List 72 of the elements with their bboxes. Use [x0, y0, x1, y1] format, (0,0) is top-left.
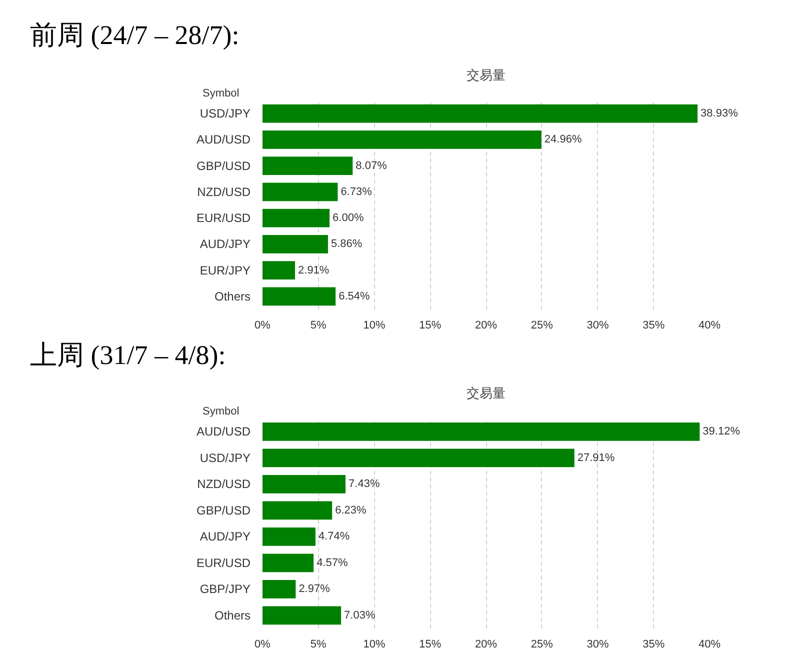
- bar: [262, 448, 574, 468]
- x-tick-label: 35%: [642, 320, 665, 332]
- chart-title: 前周 (24/7 – 28/7):: [29, 19, 240, 50]
- y-tick-label: Others: [214, 608, 251, 622]
- x-tick-label: 40%: [698, 638, 721, 650]
- bar: [262, 130, 542, 149]
- bar: [262, 287, 336, 306]
- x-tick-label: 10%: [363, 638, 386, 650]
- x-tick-label: 15%: [419, 320, 442, 332]
- x-tick-label: 30%: [586, 320, 609, 332]
- y-tick-label: USD/JPY: [200, 450, 251, 465]
- bar: [262, 554, 314, 572]
- bar: [262, 235, 328, 254]
- bar: [262, 208, 330, 228]
- bar: [262, 501, 332, 520]
- x-tick-label: 0%: [254, 320, 271, 332]
- bar: [262, 104, 698, 123]
- data-label: 5.86%: [330, 238, 362, 250]
- bar: [262, 474, 346, 494]
- x-tick-label: 15%: [419, 638, 442, 650]
- bar: [262, 527, 316, 546]
- x-tick-label: 25%: [530, 638, 554, 650]
- y-tick-label: USD/JPY: [200, 106, 251, 121]
- y-axis-title: Symbol: [202, 88, 240, 100]
- y-tick-label: EUR/USD: [196, 556, 251, 570]
- chart-title: 上周 (31/7 – 4/8):: [29, 339, 226, 370]
- data-label: 8.07%: [356, 160, 388, 172]
- y-tick-label: AUD/USD: [196, 132, 251, 147]
- y-tick-label: GBP/USD: [196, 158, 251, 173]
- y-tick-label: EUR/JPY: [200, 263, 251, 278]
- y-tick-label: GBP/JPY: [200, 582, 251, 596]
- y-tick-label: AUD/USD: [196, 424, 251, 439]
- y-tick-label: NZD/USD: [197, 477, 251, 492]
- data-label: 6.73%: [340, 186, 372, 198]
- x-tick-label: 35%: [642, 638, 665, 650]
- data-label: 4.57%: [316, 556, 348, 569]
- y-axis-title: Symbol: [202, 406, 240, 418]
- data-label: 27.91%: [577, 452, 615, 464]
- bar: [262, 156, 353, 175]
- chart-subtitle: 交易量: [466, 68, 506, 82]
- bar: [262, 261, 296, 280]
- bar: [262, 580, 296, 598]
- y-tick-label: EUR/USD: [196, 211, 251, 226]
- data-label: 39.12%: [702, 426, 740, 438]
- y-tick-label: NZD/USD: [197, 184, 251, 199]
- x-tick-label: 10%: [363, 320, 386, 332]
- bar: [262, 422, 700, 441]
- data-label: 7.43%: [348, 478, 380, 490]
- y-tick-label: AUD/JPY: [200, 530, 251, 544]
- x-tick-label: 25%: [530, 320, 554, 332]
- data-label: 24.96%: [544, 134, 582, 146]
- x-tick-label: 20%: [474, 638, 498, 650]
- x-tick-label: 20%: [474, 320, 498, 332]
- y-tick-label: Others: [214, 289, 251, 304]
- x-tick-label: 40%: [698, 320, 721, 332]
- data-label: 6.54%: [338, 290, 370, 302]
- data-label: 6.00%: [332, 212, 364, 224]
- data-label: 4.74%: [318, 530, 350, 543]
- x-tick-label: 0%: [254, 638, 271, 650]
- chart-subtitle: 交易量: [466, 386, 506, 400]
- data-label: 2.97%: [298, 583, 330, 596]
- x-tick-label: 5%: [310, 638, 327, 650]
- data-label: 2.91%: [298, 264, 330, 276]
- x-tick-label: 30%: [586, 638, 609, 650]
- data-label: 7.03%: [344, 609, 376, 622]
- data-label: 6.23%: [335, 504, 367, 516]
- y-tick-label: GBP/USD: [196, 503, 251, 518]
- data-label: 38.93%: [700, 108, 738, 120]
- bar: [262, 182, 338, 202]
- x-tick-label: 5%: [310, 320, 327, 332]
- bar: [262, 606, 342, 625]
- y-tick-label: AUD/JPY: [200, 237, 251, 252]
